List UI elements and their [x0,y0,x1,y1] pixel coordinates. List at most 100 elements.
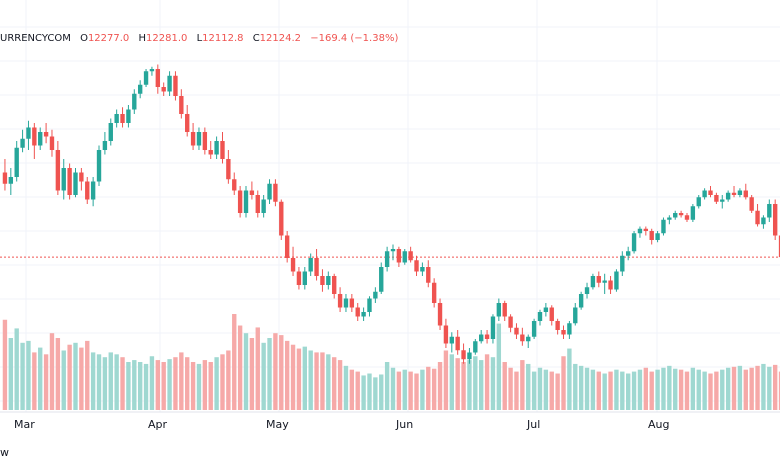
candle-body [249,190,255,195]
candle-body [426,267,431,283]
candle-body [584,287,590,294]
volume-bar [625,373,631,410]
candle-body [185,114,190,132]
volume-bar [684,371,690,410]
candle-body [502,303,507,317]
candle-body [437,303,443,326]
volume-bar [73,342,78,410]
volume-bar [731,366,737,410]
volume-bar [173,357,178,410]
candle-body [38,132,43,146]
candle-body [279,201,284,236]
candle-body [373,291,378,299]
candle-body [749,197,754,211]
volume-bar [578,365,584,410]
volume-bar [361,375,366,410]
volume-bar [584,367,590,410]
volume-bar [443,350,449,410]
volume-bar [337,360,343,410]
candle-body [355,307,360,317]
candle-body [196,132,202,146]
volume-bar [114,354,119,410]
volume-bar [243,333,249,410]
candle-body [214,141,219,155]
ohlc-legend: URRENCYCOM O12277.0 H12281.0 L12112.8 C1… [0,33,404,44]
volume-bar [661,367,666,410]
volume-bar [725,367,731,410]
volume-bar [179,352,184,410]
candle-body [443,325,449,344]
candle-body [625,251,631,256]
volume-bar [190,362,196,410]
volume-bar [61,350,66,410]
candle-body [714,195,719,202]
candle-body [126,109,131,123]
candle-body [102,141,108,150]
candle-body [408,251,413,261]
volume-bar [743,369,748,410]
x-tick-label: Mar [14,418,35,431]
candle-body [2,172,8,184]
candle-body [778,235,780,258]
volume-bar [2,319,8,410]
candle-body [690,206,696,220]
candle-body [226,159,231,180]
candle-body [596,276,601,283]
candle-body [537,312,543,321]
candle-body [390,249,396,252]
candle-body [667,217,672,220]
volume-bar [490,357,496,410]
volume-bar [714,371,719,410]
volume-bar [261,342,266,410]
candle-body [725,192,731,200]
volume-bar [526,363,531,410]
candle-body [61,168,66,191]
candle-body [20,138,25,148]
volume-bar [49,333,55,410]
volume-bar [537,367,543,410]
volume-bar [655,369,660,410]
candles [2,64,780,364]
candle-body [455,336,460,351]
volume-bar [567,348,572,410]
volume-bar [778,371,780,410]
candle-body [431,282,437,303]
volume-bar [767,366,772,410]
candle-body [631,233,637,252]
volume-bar [43,354,49,410]
candle-body [561,330,566,335]
volume-bar [343,365,349,410]
volume-bar [402,369,407,410]
candle-body [737,190,743,195]
candle-body [620,255,625,272]
candle-body [232,179,237,191]
candle-body [514,327,519,335]
high-label: H [138,33,147,44]
volume-bar [8,338,14,410]
volume-bar [90,352,96,410]
volume-bar [220,354,225,410]
close-label: C [252,33,260,44]
candle-body [720,199,725,202]
candle-body [173,75,178,96]
candle-body [43,132,49,137]
open-value: 12277.0 [87,33,130,44]
volume-bar [502,362,507,410]
volume-bar [631,371,637,410]
candle-body [302,271,307,285]
volume-bar [620,371,625,410]
volume-bar [143,363,149,410]
volume-bar [678,369,684,410]
candle-body [26,127,31,139]
volume-bar [96,354,102,410]
volume-bar [208,362,213,410]
volume-bar [608,371,613,410]
candle-body [167,75,172,92]
candle-body [202,132,208,150]
candle-body [49,136,55,150]
volume-bar [772,364,778,410]
candle-body [208,150,213,155]
volume-bar [120,357,125,410]
